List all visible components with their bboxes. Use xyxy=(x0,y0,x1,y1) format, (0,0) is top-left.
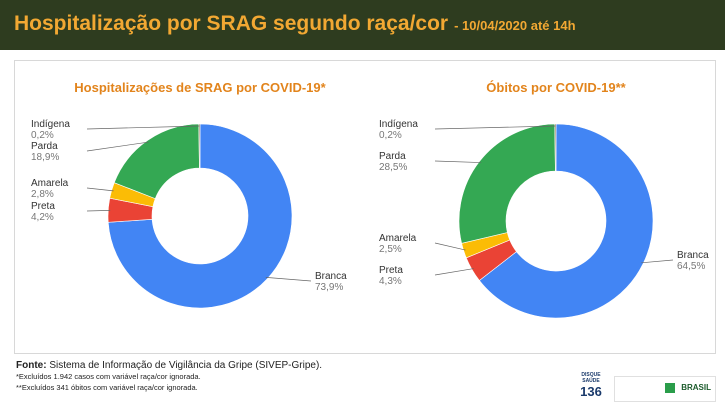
leader-line xyxy=(265,277,312,282)
slice-value: 4,2% xyxy=(31,212,54,223)
slice-value: 2,8% xyxy=(31,189,54,200)
slice-label: Indígena xyxy=(379,119,418,130)
leader-line xyxy=(434,268,474,276)
slice-label: Amarela xyxy=(379,233,417,244)
leader-line xyxy=(434,125,556,130)
footer: Fonte: Sistema de Informação de Vigilânc… xyxy=(16,360,322,393)
disque-label: DISQUE SAÚDE xyxy=(581,372,601,384)
slice-label: Branca xyxy=(677,250,709,261)
slice-value: 64,5% xyxy=(677,261,705,272)
leader-line xyxy=(86,125,200,130)
leader-line xyxy=(86,141,149,152)
source-label: Fonte: xyxy=(16,360,47,371)
pie-slice-indígena xyxy=(198,123,201,169)
slice-value: 2,5% xyxy=(379,244,402,255)
slice-label: Preta xyxy=(31,201,55,212)
chart-title: Hospitalizações de SRAG por COVID-19* xyxy=(74,80,326,95)
slice-label: Parda xyxy=(31,141,58,152)
pie-slice-parda xyxy=(113,123,200,199)
chart-title: Óbitos por COVID-19** xyxy=(486,80,626,95)
disque-saude-logo: DISQUE SAÚDE 136 xyxy=(576,370,606,404)
slice-label: Branca xyxy=(315,271,347,282)
slice-value: 4,3% xyxy=(379,276,402,287)
pie-slice-branca xyxy=(107,123,293,309)
source-line: Fonte: Sistema de Informação de Vigilânc… xyxy=(16,360,322,371)
leader-line xyxy=(434,160,482,163)
slice-label: Preta xyxy=(379,265,403,276)
leader-line xyxy=(434,242,466,251)
charts-svg: Hospitalizações de SRAG por COVID-19* Bra… xyxy=(31,80,709,319)
pie-slice-indígena xyxy=(554,123,557,172)
source-text: Sistema de Informação de Vigilância da G… xyxy=(49,360,323,371)
title-date: - 10/04/2020 até 14h xyxy=(454,18,576,33)
leader-line xyxy=(86,187,114,192)
footnote-2: **Excluídos 341 óbitos com variável raça… xyxy=(16,383,198,392)
slice-value: 73,9% xyxy=(315,282,343,293)
government-logo: BRASIL xyxy=(614,376,716,402)
government-name: BRASIL xyxy=(681,383,711,392)
slice-value: 28,5% xyxy=(379,162,407,173)
disque-number: 136 xyxy=(580,384,602,399)
footnote-1: *Excluídos 1.942 casos com variável raça… xyxy=(16,372,201,381)
header-bar: Hospitalização por SRAG segundo raça/cor… xyxy=(0,0,725,50)
slice-value: 18,9% xyxy=(31,152,59,163)
slice-label: Parda xyxy=(379,151,406,162)
content-panel: Hospitalizações de SRAG por COVID-19* Bra… xyxy=(4,52,719,408)
title-text: Hospitalização por SRAG segundo raça/cor xyxy=(14,12,449,35)
slice-value: 0,2% xyxy=(31,130,54,141)
slice-label: Amarela xyxy=(31,178,69,189)
pie-slice-parda xyxy=(458,123,556,244)
flag-icon xyxy=(665,383,675,393)
pie-slice-branca xyxy=(478,123,654,319)
page-title: Hospitalização por SRAG segundo raça/cor… xyxy=(14,12,576,36)
chart-card: Hospitalizações de SRAG por COVID-19* Bra… xyxy=(14,60,716,354)
leader-line xyxy=(641,259,674,264)
slice-value: 0,2% xyxy=(379,130,402,141)
slice-label: Indígena xyxy=(31,119,70,130)
logos: DISQUE SAÚDE 136 BRASIL xyxy=(576,370,716,404)
leader-line xyxy=(86,209,111,212)
